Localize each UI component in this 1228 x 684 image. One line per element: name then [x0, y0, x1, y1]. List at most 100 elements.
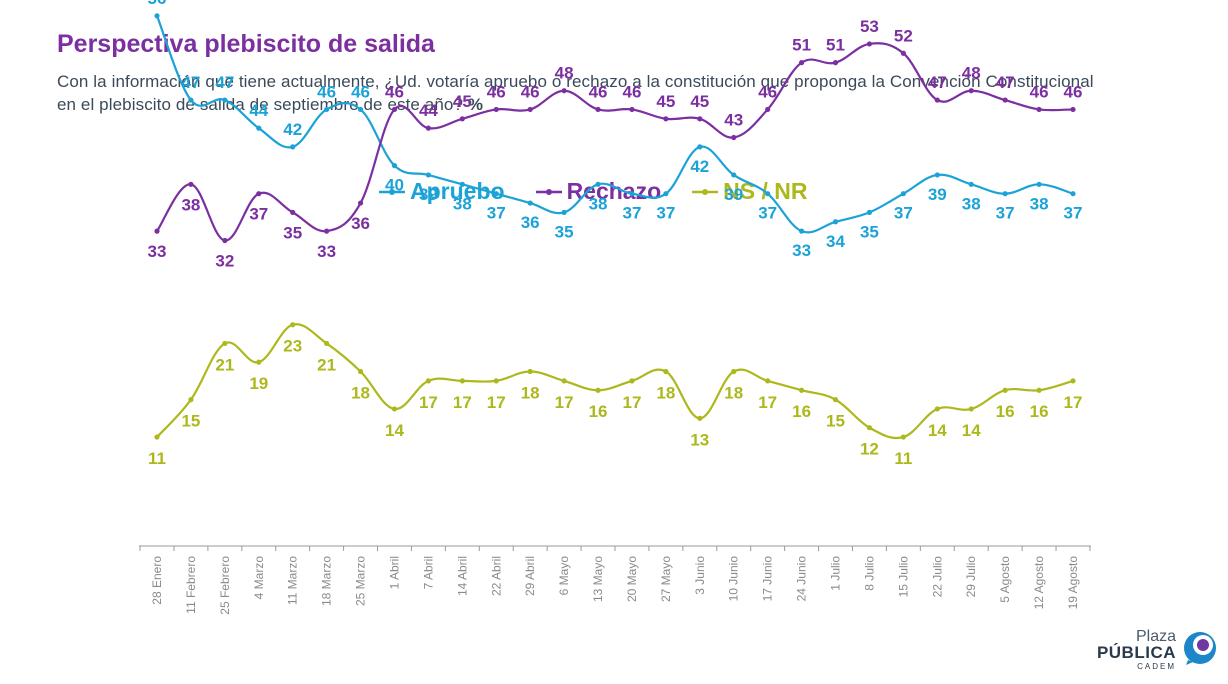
data-label-nsnr: 13	[690, 430, 709, 449]
x-tick-label: 20 Mayo	[625, 556, 639, 602]
data-point-rechazo	[663, 116, 669, 122]
data-point-rechazo	[1036, 106, 1042, 113]
data-point-apruebo	[256, 125, 262, 131]
logo-line-publica: PÚBLICA	[1096, 643, 1176, 662]
data-point-apruebo	[459, 181, 465, 187]
data-label-rechazo: 47	[928, 73, 947, 92]
data-point-rechazo	[934, 97, 940, 103]
data-point-rechazo	[697, 116, 703, 122]
x-tick-label: 17 Junio	[761, 556, 775, 602]
data-label-rechazo: 53	[860, 17, 879, 36]
data-point-nsnr	[765, 378, 771, 384]
x-tick-label: 18 Marzo	[320, 556, 334, 606]
data-point-apruebo	[1036, 181, 1042, 187]
data-point-apruebo	[663, 191, 669, 197]
data-label-nsnr: 16	[996, 402, 1015, 421]
data-label-apruebo: 38	[453, 194, 472, 213]
data-point-nsnr	[391, 406, 398, 412]
data-label-rechazo: 46	[521, 82, 540, 101]
data-point-apruebo	[900, 191, 906, 197]
data-point-apruebo	[595, 181, 601, 187]
data-label-rechazo: 38	[181, 195, 200, 214]
data-label-apruebo: 42	[283, 120, 302, 139]
data-label-nsnr: 15	[826, 412, 845, 431]
logo-line-plaza: Plaza	[1135, 628, 1176, 645]
data-point-apruebo	[1070, 191, 1076, 197]
data-point-apruebo	[425, 172, 432, 178]
data-label-rechazo: 46	[589, 82, 608, 101]
data-point-nsnr	[527, 368, 533, 375]
data-label-nsnr: 23	[283, 337, 302, 356]
data-label-apruebo: 38	[962, 194, 981, 213]
data-point-nsnr	[357, 368, 364, 375]
data-label-nsnr: 15	[181, 412, 200, 431]
data-point-nsnr	[798, 387, 805, 393]
data-point-nsnr	[900, 434, 906, 440]
data-label-nsnr: 17	[487, 393, 506, 412]
data-point-apruebo	[765, 191, 771, 197]
series-line-rechazo	[156, 42, 1074, 242]
data-label-nsnr: 18	[656, 384, 675, 403]
data-label-rechazo: 48	[555, 64, 574, 83]
legend-marker-icon	[692, 188, 719, 195]
x-tick-label: 8 Julio	[862, 556, 876, 591]
data-label-apruebo: 33	[792, 241, 811, 260]
plaza-publica-cadem-logo: Plaza PÚBLICA CADEM	[1096, 626, 1220, 676]
data-point-rechazo	[459, 116, 465, 122]
data-label-rechazo: 43	[724, 111, 743, 130]
data-point-nsnr	[256, 359, 262, 365]
data-point-apruebo	[934, 172, 940, 178]
data-point-nsnr	[1002, 387, 1008, 393]
data-point-nsnr	[1070, 378, 1076, 384]
data-label-apruebo: 44	[249, 101, 268, 120]
data-point-rechazo	[1002, 97, 1008, 103]
data-label-rechazo: 48	[962, 64, 981, 83]
data-point-nsnr	[663, 368, 669, 375]
data-label-apruebo: 40	[385, 176, 404, 195]
data-label-rechazo: 33	[148, 242, 167, 261]
data-point-apruebo	[968, 181, 974, 187]
data-label-rechazo: 51	[792, 36, 811, 55]
data-label-apruebo: 37	[1064, 204, 1083, 223]
subtitle-unit: %	[467, 95, 484, 114]
data-label-nsnr: 17	[1064, 393, 1083, 412]
data-label-apruebo: 47	[215, 73, 234, 92]
data-label-rechazo: 45	[453, 92, 472, 111]
data-label-nsnr: 19	[249, 374, 268, 393]
data-label-nsnr: 16	[792, 402, 811, 421]
data-point-rechazo	[391, 106, 398, 113]
data-point-apruebo	[324, 106, 330, 113]
legend-label: Rechazo	[566, 178, 662, 204]
data-point-rechazo	[765, 106, 771, 113]
data-label-apruebo: 36	[521, 213, 540, 232]
data-label-apruebo: 39	[724, 185, 743, 204]
x-tick-label: 13 Mayo	[591, 556, 605, 602]
data-label-apruebo: 38	[589, 194, 608, 213]
data-point-apruebo	[561, 209, 567, 215]
data-point-rechazo	[629, 106, 635, 113]
data-label-nsnr: 14	[928, 421, 947, 440]
data-point-rechazo	[290, 209, 296, 215]
data-point-rechazo	[188, 181, 194, 187]
chart-legend: Apruebo Rechazo NS / NR	[378, 178, 808, 205]
data-point-rechazo	[324, 228, 330, 234]
x-tick-label: 22 Abril	[489, 556, 503, 596]
data-label-apruebo: 37	[894, 204, 913, 223]
data-label-apruebo: 42	[690, 157, 709, 176]
data-label-rechazo: 46	[385, 82, 404, 101]
data-label-apruebo: 37	[758, 204, 777, 223]
data-label-nsnr: 17	[758, 393, 777, 412]
data-label-rechazo: 44	[419, 101, 438, 120]
data-point-nsnr	[697, 415, 703, 421]
data-label-nsnr: 14	[385, 421, 404, 440]
data-point-apruebo	[1002, 191, 1008, 197]
data-point-apruebo	[697, 144, 703, 150]
x-tick-label: 25 Marzo	[354, 556, 368, 606]
data-label-rechazo: 45	[656, 92, 675, 111]
x-tick-label: 7 Abril	[421, 556, 435, 589]
data-point-apruebo	[527, 200, 533, 206]
x-tick-label: 5 Agosto	[998, 556, 1012, 603]
legend-item-1: Rechazo	[535, 178, 662, 205]
data-label-rechazo: 32	[215, 251, 234, 270]
